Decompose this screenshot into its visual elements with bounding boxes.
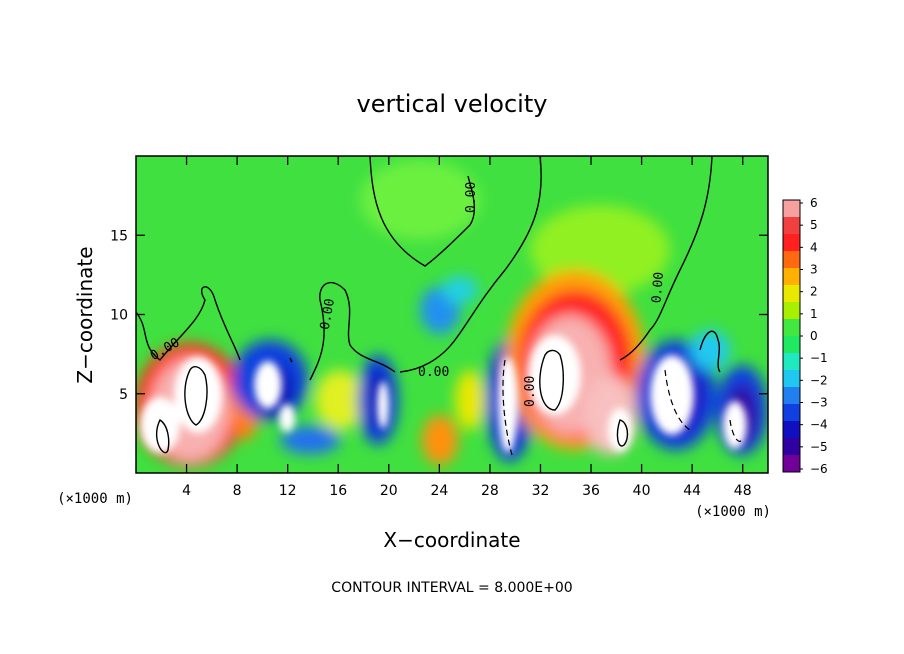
colorbar-tick-label: −4 [810, 418, 828, 432]
colorbar-swatch [783, 217, 800, 235]
y-tick-label: 10 [110, 308, 128, 324]
colorbar-tick-label: 5 [810, 218, 818, 232]
colorbar-swatch [783, 251, 800, 269]
chart-title: vertical velocity [357, 90, 548, 118]
colorbar-swatch [783, 404, 800, 422]
colorbar-swatch [783, 336, 800, 354]
colorbar-tick-label: 3 [810, 263, 818, 277]
x-tick-label: 8 [233, 483, 242, 499]
contour-label: 0.00 [649, 271, 667, 304]
contour-label: 0.00 [523, 376, 538, 407]
colorbar: 6 5 4 3 2 1 0 −1 −2 −3 −4 −5 −6 [782, 196, 828, 476]
colorbar-swatch [783, 370, 800, 388]
colorbar-tick-label: 1 [810, 307, 818, 321]
y-tick-label: 15 [110, 228, 128, 244]
colorbar-tick-label: 4 [810, 240, 818, 254]
contour-interval-note: CONTOUR INTERVAL = 8.000E+00 [331, 580, 572, 596]
x-tick-label: 48 [734, 483, 752, 499]
contour-label: 0.00 [418, 365, 449, 380]
colorbar-tick-label: −6 [810, 462, 828, 476]
x-tick-label: 44 [683, 483, 701, 499]
x-tick-label: 12 [279, 483, 297, 499]
colorbar-swatch [783, 268, 800, 286]
colorbar-swatch [783, 438, 800, 456]
colorbar-swatch [783, 353, 800, 371]
colorbar-swatch [783, 200, 800, 218]
x-tick-label: 28 [481, 483, 499, 499]
colorbar-swatch [783, 455, 800, 473]
y-axis-label: Z−coordinate [73, 246, 97, 383]
heatmap-field [136, 156, 768, 473]
colorbar-tick-label: −3 [810, 396, 828, 410]
colorbar-swatch [783, 421, 800, 439]
contour-label: 0.00 [464, 182, 479, 213]
x-tick-label: 4 [182, 483, 191, 499]
colorbar-swatch [783, 319, 800, 337]
colorbar-tick-label: −5 [810, 440, 828, 454]
colorbar-swatch [783, 285, 800, 303]
x-unit-label: (×1000 m) [695, 504, 771, 520]
colorbar-tick-label: 2 [810, 285, 818, 299]
colorbar-tick-label: 0 [810, 329, 818, 343]
x-tick-label: 24 [430, 483, 448, 499]
colorbar-swatch [783, 387, 800, 405]
x-tick-label: 16 [329, 483, 347, 499]
colorbar-tick-label: 6 [810, 196, 818, 210]
colorbar-tick-label: −2 [810, 373, 828, 387]
x-tick-label: 40 [633, 483, 651, 499]
contour-label: 0.00 [318, 298, 338, 331]
x-axis-label: X−coordinate [383, 528, 520, 552]
y-tick-label: 5 [119, 387, 128, 403]
x-tick-label: 36 [582, 483, 600, 499]
x-tick-label: 32 [532, 483, 550, 499]
y-unit-label: (×1000 m) [57, 491, 133, 507]
colorbar-tick-label: −1 [810, 351, 828, 365]
colorbar-swatch [783, 302, 800, 320]
colorbar-swatch [783, 234, 800, 252]
x-tick-label: 20 [380, 483, 398, 499]
